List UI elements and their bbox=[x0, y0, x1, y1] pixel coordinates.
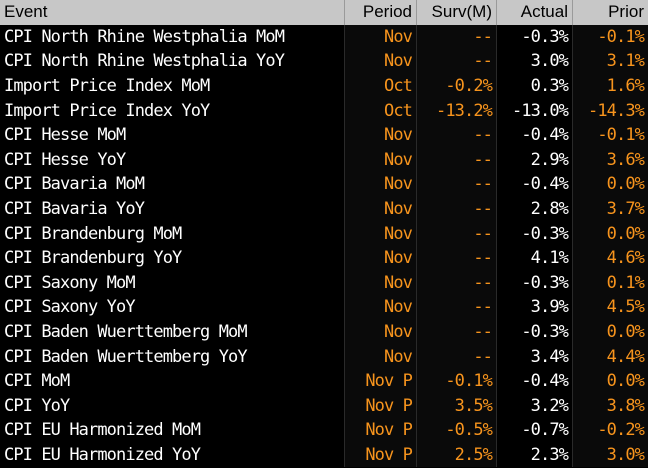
table-row-6-event-name[interactable]: CPI Hesse YoY bbox=[0, 147, 344, 173]
table-row-2-event-name[interactable]: CPI North Rhine Westphalia YoY bbox=[0, 49, 344, 74]
table-row-10-event-name[interactable]: CPI Brandenburg YoY bbox=[0, 245, 344, 271]
table-row-3-actual-value: 0.3% bbox=[496, 73, 572, 99]
table-row-4-period-value: Oct bbox=[344, 98, 416, 123]
table-row-13-event-name[interactable]: CPI Baden Wuerttemberg MoM bbox=[0, 319, 344, 345]
table-row-9-period-value: Nov bbox=[344, 221, 416, 246]
table-row-8-actual-value: 2.8% bbox=[496, 196, 572, 222]
table-row-9-event-name[interactable]: CPI Brandenburg MoM bbox=[0, 221, 344, 246]
table-row-6-actual-value: 2.9% bbox=[496, 147, 572, 173]
table-row-7-prior-value: 0.0% bbox=[572, 172, 648, 197]
table-row-13-period-value: Nov bbox=[344, 319, 416, 345]
table-row-6-period-value: Nov bbox=[344, 147, 416, 173]
table-row-16-prior-value: 3.8% bbox=[572, 393, 648, 419]
table-row-14-event-name[interactable]: CPI Baden Wuerttemberg YoY bbox=[0, 344, 344, 369]
table-row-12-survey-value: -- bbox=[416, 295, 496, 320]
table-row-11-event-name[interactable]: CPI Saxony MoM bbox=[0, 270, 344, 296]
table-row-17-prior-value: -0.2% bbox=[572, 418, 648, 443]
table-row-17-actual-value: -0.7% bbox=[496, 418, 572, 443]
table-row-10-survey-value: -- bbox=[416, 245, 496, 271]
table-row-15-prior-value: 0.0% bbox=[572, 368, 648, 394]
table-row-18-prior-value: 3.0% bbox=[572, 442, 648, 468]
table-row-12-event-name[interactable]: CPI Saxony YoY bbox=[0, 295, 344, 320]
table-row-5-actual-value: -0.4% bbox=[496, 122, 572, 148]
table-row-10-actual-value: 4.1% bbox=[496, 245, 572, 271]
table-row-11-survey-value: -- bbox=[416, 270, 496, 296]
table-row-2-period-value: Nov bbox=[344, 49, 416, 74]
table-row-3-event-name[interactable]: Import Price Index MoM bbox=[0, 73, 344, 99]
table-row-17-survey-value: -0.5% bbox=[416, 418, 496, 443]
table-row-8-survey-value: -- bbox=[416, 196, 496, 222]
table-row-13-survey-value: -- bbox=[416, 319, 496, 345]
table-row-11-prior-value: 0.1% bbox=[572, 270, 648, 296]
column-header-prior[interactable]: Prior bbox=[572, 0, 648, 25]
column-header-survey[interactable]: Surv(M) bbox=[416, 0, 496, 25]
table-row-13-actual-value: -0.3% bbox=[496, 319, 572, 345]
column-header-period[interactable]: Period bbox=[344, 0, 416, 25]
table-row-12-period-value: Nov bbox=[344, 295, 416, 320]
table-row-14-prior-value: 4.4% bbox=[572, 344, 648, 369]
table-row-5-survey-value: -- bbox=[416, 122, 496, 148]
table-row-5-event-name[interactable]: CPI Hesse MoM bbox=[0, 122, 344, 148]
table-row-6-prior-value: 3.6% bbox=[572, 147, 648, 173]
table-row-1-actual-value: -0.3% bbox=[496, 24, 572, 50]
table-row-16-survey-value: 3.5% bbox=[416, 393, 496, 419]
table-row-17-event-name[interactable]: CPI EU Harmonized MoM bbox=[0, 418, 344, 443]
table-row-4-actual-value: -13.0% bbox=[496, 98, 572, 123]
column-header-actual[interactable]: Actual bbox=[496, 0, 572, 25]
table-row-4-event-name[interactable]: Import Price Index YoY bbox=[0, 98, 344, 123]
table-row-11-actual-value: -0.3% bbox=[496, 270, 572, 296]
table-row-9-actual-value: -0.3% bbox=[496, 221, 572, 246]
table-row-16-actual-value: 3.2% bbox=[496, 393, 572, 419]
table-row-9-prior-value: 0.0% bbox=[572, 221, 648, 246]
table-row-14-survey-value: -- bbox=[416, 344, 496, 369]
table-row-7-survey-value: -- bbox=[416, 172, 496, 197]
table-row-9-survey-value: -- bbox=[416, 221, 496, 246]
table-row-2-prior-value: 3.1% bbox=[572, 49, 648, 74]
table-row-10-prior-value: 4.6% bbox=[572, 245, 648, 271]
table-row-16-period-value: Nov P bbox=[344, 393, 416, 419]
table-row-8-prior-value: 3.7% bbox=[572, 196, 648, 222]
table-row-7-event-name[interactable]: CPI Bavaria MoM bbox=[0, 172, 344, 197]
table-row-7-period-value: Nov bbox=[344, 172, 416, 197]
table-row-12-actual-value: 3.9% bbox=[496, 295, 572, 320]
table-row-14-actual-value: 3.4% bbox=[496, 344, 572, 369]
column-header-event[interactable]: Event bbox=[0, 0, 344, 25]
table-row-12-prior-value: 4.5% bbox=[572, 295, 648, 320]
table-row-11-period-value: Nov bbox=[344, 270, 416, 296]
table-row-8-period-value: Nov bbox=[344, 196, 416, 222]
table-row-3-prior-value: 1.6% bbox=[572, 73, 648, 99]
table-row-3-period-value: Oct bbox=[344, 73, 416, 99]
table-row-1-period-value: Nov bbox=[344, 24, 416, 50]
table-row-8-event-name[interactable]: CPI Bavaria YoY bbox=[0, 196, 344, 222]
table-row-2-actual-value: 3.0% bbox=[496, 49, 572, 74]
table-row-18-actual-value: 2.3% bbox=[496, 442, 572, 468]
table-row-15-actual-value: -0.4% bbox=[496, 368, 572, 394]
table-row-5-prior-value: -0.1% bbox=[572, 122, 648, 148]
table-row-15-period-value: Nov P bbox=[344, 368, 416, 394]
table-row-17-period-value: Nov P bbox=[344, 418, 416, 443]
table-row-16-event-name[interactable]: CPI YoY bbox=[0, 393, 344, 419]
table-row-15-survey-value: -0.1% bbox=[416, 368, 496, 394]
table-row-18-survey-value: 2.5% bbox=[416, 442, 496, 468]
table-row-1-event-name[interactable]: CPI North Rhine Westphalia MoM bbox=[0, 24, 344, 50]
table-row-13-prior-value: 0.0% bbox=[572, 319, 648, 345]
table-row-18-event-name[interactable]: CPI EU Harmonized YoY bbox=[0, 442, 344, 468]
table-row-5-period-value: Nov bbox=[344, 122, 416, 148]
table-row-3-survey-value: -0.2% bbox=[416, 73, 496, 99]
table-row-1-prior-value: -0.1% bbox=[572, 24, 648, 50]
table-row-4-survey-value: -13.2% bbox=[416, 98, 496, 123]
table-row-7-actual-value: -0.4% bbox=[496, 172, 572, 197]
table-row-2-survey-value: -- bbox=[416, 49, 496, 74]
table-row-14-period-value: Nov bbox=[344, 344, 416, 369]
table-row-18-period-value: Nov P bbox=[344, 442, 416, 468]
table-row-10-period-value: Nov bbox=[344, 245, 416, 271]
table-row-15-event-name[interactable]: CPI MoM bbox=[0, 368, 344, 394]
table-row-6-survey-value: -- bbox=[416, 147, 496, 173]
table-row-4-prior-value: -14.3% bbox=[572, 98, 648, 123]
table-row-1-survey-value: -- bbox=[416, 24, 496, 50]
